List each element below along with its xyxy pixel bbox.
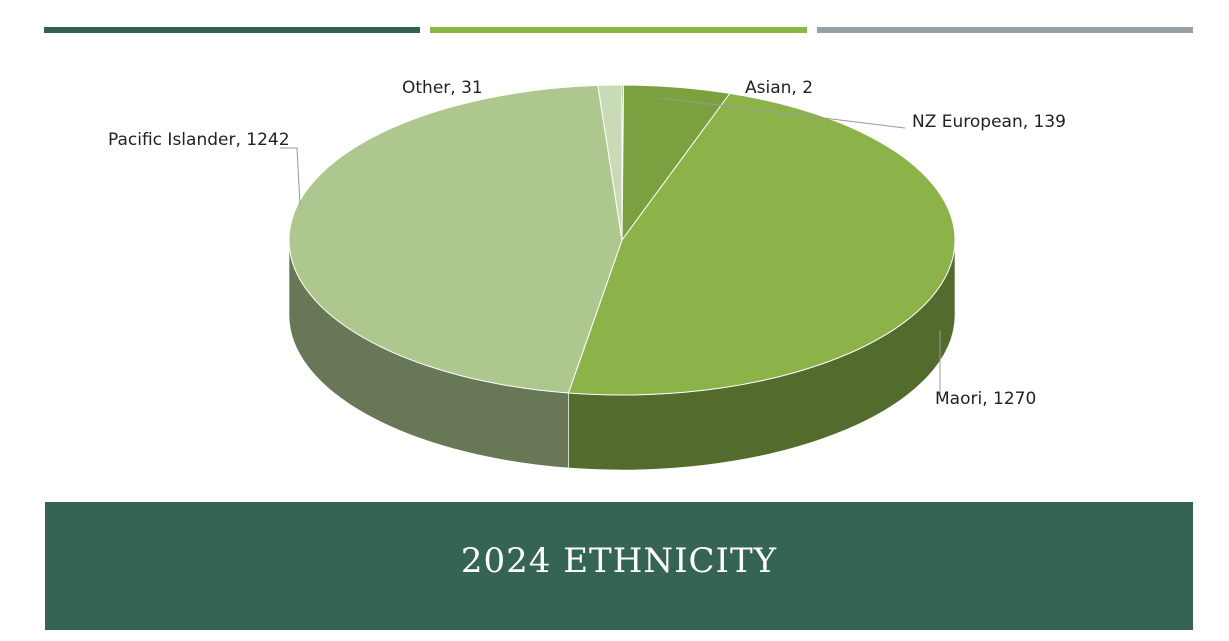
data-label: Other, 31 [402,78,483,98]
leader-line [280,147,301,206]
data-label: Maori, 1270 [935,389,1036,409]
title-banner [45,502,1193,630]
leader-line [659,97,906,129]
pie-slice [288,84,623,394]
accent-bar [430,27,807,33]
pie-slice [597,84,623,241]
chart-title: 2024 ETHNICITY [461,541,777,581]
data-label: Pacific Islander, 1242 [108,130,290,150]
pie-tops [288,84,956,396]
accent-bar [817,27,1193,33]
pie-chart: Asian, 2 NZ European, 139 Maori, 1270 Pacif… [108,78,1066,471]
pie-slice [567,92,956,396]
accent-bar [44,27,420,33]
data-label: NZ European, 139 [912,112,1066,132]
data-label: Asian, 2 [745,78,813,98]
